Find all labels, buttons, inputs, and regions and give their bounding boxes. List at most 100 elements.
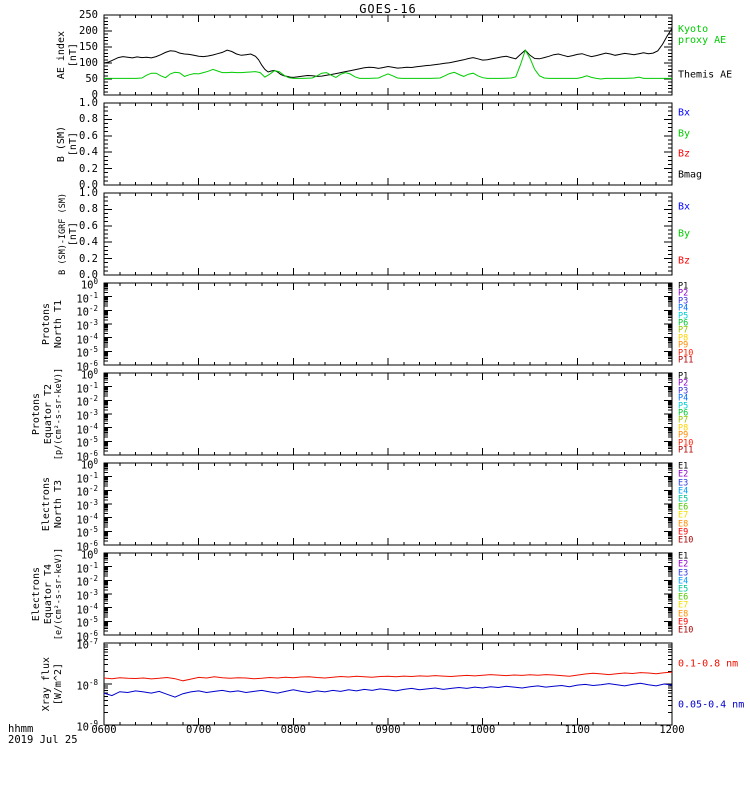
y-tick-label: 10-3	[76, 318, 98, 333]
y-tick-label: 10-1	[76, 560, 98, 576]
x-tick-label: 1000	[470, 724, 496, 736]
exponent: 0	[93, 367, 98, 376]
exponent: -5	[88, 525, 98, 535]
legend-e7: E7	[678, 510, 689, 521]
exponent: -6	[88, 629, 98, 638]
legend-e1: E1	[678, 551, 689, 562]
legend-e6: E6	[678, 592, 689, 603]
panel-frame-electrons-north-t3	[103, 462, 673, 546]
exponent: -1	[88, 290, 98, 300]
y-tick-label: 10-2	[76, 574, 98, 589]
panel-frame-xray-flux	[103, 642, 673, 726]
legend-bmag: Bmag	[678, 169, 703, 181]
y-tick-label: 10-5	[76, 525, 98, 540]
legend-e2: E2	[678, 559, 689, 570]
y-tick-label: 10-6	[76, 359, 98, 374]
y-tick-label: 10-6	[76, 629, 98, 644]
exponent: -8	[88, 678, 98, 687]
exponent: -2	[88, 394, 98, 404]
exponent: -4	[88, 601, 98, 611]
y-tick-label: 10-4	[76, 421, 98, 437]
legend-p3: P3	[678, 385, 689, 396]
exponent: -4	[88, 511, 98, 521]
date-label: 2019 Jul 25	[8, 734, 78, 746]
y-tick-label: 10-3	[76, 498, 98, 513]
exponent: -2	[88, 574, 98, 584]
y-tick-label: 10-6	[76, 449, 98, 464]
exponent: 0	[93, 277, 98, 286]
exponent: -1	[88, 560, 98, 570]
legend-bx: Bx	[678, 107, 691, 119]
legend-p9: P9	[678, 340, 689, 351]
legend-p6: P6	[678, 318, 689, 329]
x-tick-label: 1200	[659, 724, 685, 736]
legend-bx: Bx	[678, 201, 691, 213]
y-tick-label: 10-1	[76, 290, 98, 306]
legend-p1: P1	[678, 281, 689, 292]
legend-e5: E5	[678, 494, 689, 505]
y-tick-label: 1.0	[79, 187, 98, 199]
panel-frame-electrons-equator-t4	[103, 552, 673, 636]
exponent: -3	[88, 408, 98, 417]
exponent: -5	[88, 435, 98, 445]
legend-bz: Bz	[678, 255, 691, 267]
exponent: -4	[88, 331, 98, 341]
x-tick-label: 0700	[186, 724, 212, 736]
legend-e3: E3	[678, 567, 689, 578]
y-tick-label: 10-2	[76, 304, 98, 319]
y-tick-label: 10-4	[76, 601, 98, 617]
y-tick-label: 10-1	[76, 380, 98, 396]
y-tick-label: 0	[91, 89, 98, 101]
y-tick-label: 10-3	[76, 588, 98, 603]
y-tick-label: 100	[80, 457, 98, 472]
legend-p3: P3	[678, 295, 689, 306]
y-tick-label: 0.0	[79, 269, 98, 281]
panel-frame-b-sm-igrf	[103, 192, 673, 276]
series-themis-ae	[103, 28, 673, 78]
legend-e4: E4	[678, 486, 689, 497]
legend-p5: P5	[678, 310, 689, 321]
legend-kyoto-proxy-ae: Kyoto proxy AE	[678, 24, 727, 46]
legend-0-05-0-4-nm: 0.05-0.4 nm	[678, 699, 745, 710]
panel-frame-protons-north-t1	[103, 282, 673, 366]
panel-frame-protons-equator-t2	[103, 372, 673, 456]
exponent: -5	[88, 615, 98, 625]
legend-e10: E10	[678, 535, 694, 546]
legend-by: By	[678, 128, 691, 140]
exponent: -3	[88, 498, 98, 507]
legend-themis-ae: Themis AE	[678, 69, 733, 81]
y-tick-label: 10-5	[76, 345, 98, 360]
y-tick-label: 0.2	[79, 252, 98, 265]
y-tick-label: 50	[85, 73, 98, 85]
legend-p9: P9	[678, 430, 689, 441]
exponent: 0	[93, 457, 98, 466]
x-tick-label: 0800	[280, 724, 306, 736]
x-tick-label: 0600	[91, 724, 117, 736]
legend-by: By	[678, 228, 691, 240]
y-tick-label: 0.6	[79, 129, 98, 142]
x-tick-label: 0900	[375, 724, 401, 736]
y-tick-label: 0.4	[79, 146, 98, 159]
legend-p4: P4	[678, 303, 689, 314]
legend-p1: P1	[678, 371, 689, 382]
y-tick-label: 0.4	[79, 236, 98, 249]
y-tick-label: 100	[80, 367, 98, 382]
exponent: -6	[88, 359, 98, 368]
legend-p5: P5	[678, 400, 689, 411]
y-tick-label: 10-4	[76, 511, 98, 527]
legend-e4: E4	[678, 576, 689, 587]
legend-e8: E8	[678, 518, 689, 529]
exponent: 0	[93, 547, 98, 556]
y-tick-label: 10-5	[76, 435, 98, 450]
legend-p2: P2	[678, 288, 689, 299]
legend-p4: P4	[678, 393, 689, 404]
legend-p7: P7	[678, 325, 689, 336]
legend-p8: P8	[678, 333, 689, 344]
x-tick-label: 1100	[564, 724, 590, 736]
legend-p10: P10	[678, 348, 694, 359]
exponent: -9	[88, 719, 98, 728]
legend-e8: E8	[678, 608, 689, 619]
legend-e2: E2	[678, 469, 689, 480]
y-tick-label: 0.8	[79, 203, 98, 216]
